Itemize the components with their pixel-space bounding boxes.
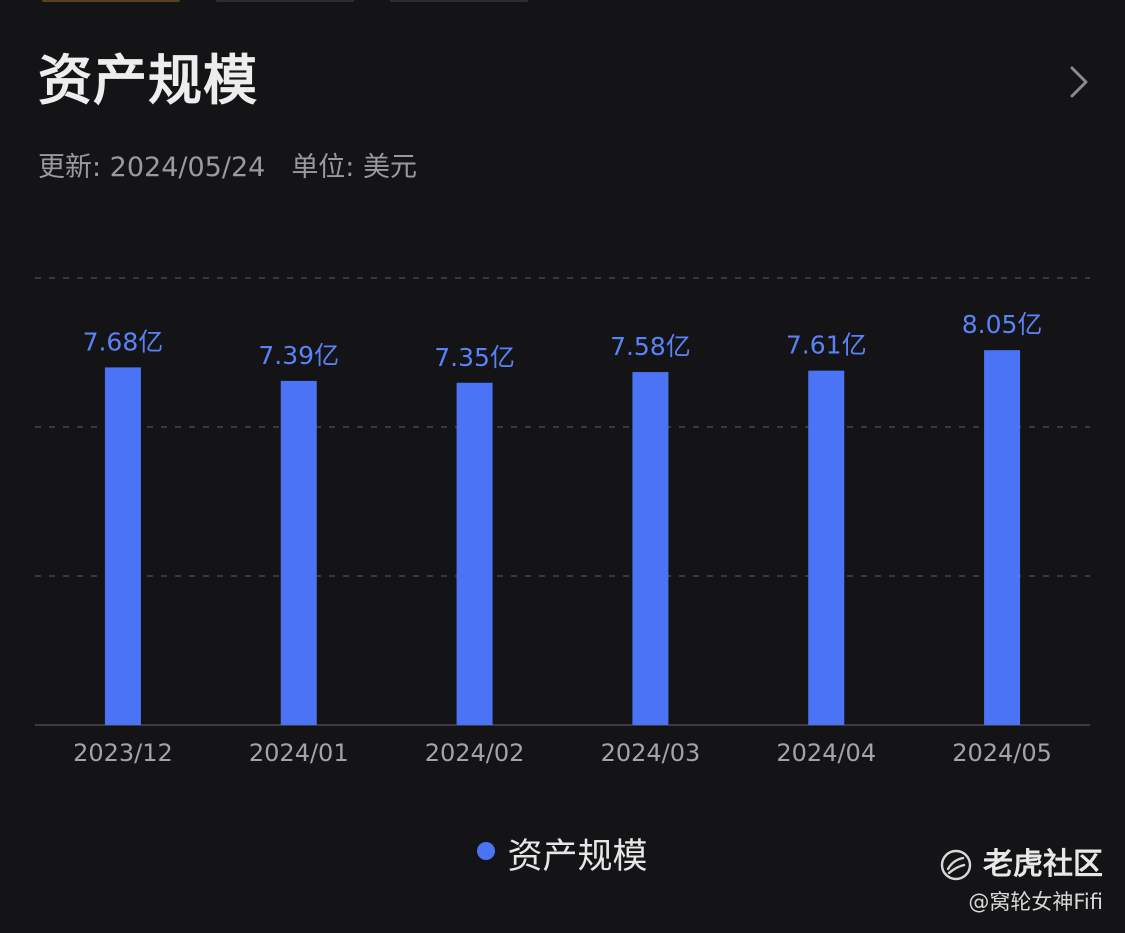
bar (632, 372, 669, 725)
chevron-right-icon[interactable] (1062, 62, 1094, 102)
bar (808, 370, 845, 725)
bar-chart: 7.68亿 2023/12 7.39亿 2024/01 7.35亿 2024/02 7.58… (35, 277, 1090, 767)
x-tick-label: 2024/02 (425, 739, 525, 767)
x-tick-label: 2023/12 (73, 739, 173, 767)
legend-dot (477, 841, 496, 860)
watermark-brand: 老虎社区 (939, 846, 1103, 884)
watermark: 老虎社区 @窝轮女神Fifi (939, 846, 1103, 916)
top-tab[interactable] (390, 0, 528, 2)
bar-value-label: 7.68亿 (83, 327, 164, 356)
bar (456, 382, 493, 725)
x-tick-label: 2024/05 (952, 739, 1052, 767)
bar (104, 367, 141, 725)
bar-value-label: 7.61亿 (786, 331, 867, 360)
update-date: 更新: 2024/05/24 (38, 152, 266, 183)
x-tick-label: 2024/04 (776, 739, 876, 767)
legend: 资产规模 (0, 828, 1125, 879)
top-tab[interactable] (216, 0, 354, 2)
bar-value-label: 7.35亿 (434, 343, 515, 372)
watermark-user: @窝轮女神Fifi (968, 890, 1103, 914)
bar (984, 350, 1021, 725)
x-tick-label: 2024/03 (601, 739, 701, 767)
tiger-logo-icon (940, 849, 972, 881)
card-title: 资产规模 (38, 49, 258, 112)
watermark-brand-text: 老虎社区 (983, 847, 1103, 882)
bar (280, 380, 317, 725)
bar-value-label: 7.39亿 (258, 341, 339, 370)
legend-label: 资产规模 (507, 837, 648, 877)
bar-value-label: 8.05亿 (962, 310, 1043, 339)
bar-value-label: 7.58亿 (610, 332, 691, 361)
top-tab-strip (0, 0, 1125, 4)
meta-line: 更新: 2024/05/24 单位: 美元 (38, 150, 417, 186)
unit-label: 单位: 美元 (291, 152, 417, 183)
x-tick-label: 2024/01 (249, 739, 349, 767)
top-tab-active[interactable] (42, 0, 180, 2)
